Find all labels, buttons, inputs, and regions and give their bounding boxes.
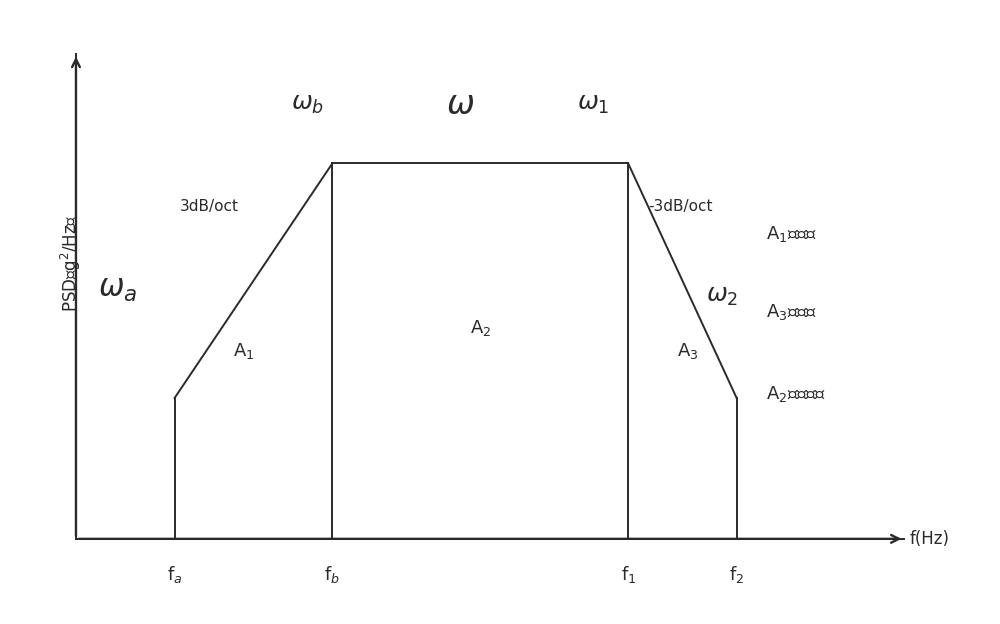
Text: f$_2$: f$_2$ (729, 563, 744, 585)
Text: $\omega$: $\omega$ (446, 89, 475, 120)
Text: A$_3$: A$_3$ (677, 341, 698, 361)
Text: $\omega_2$: $\omega_2$ (706, 285, 738, 308)
Text: f$_1$: f$_1$ (621, 563, 636, 585)
Text: A$_1$: A$_1$ (233, 341, 254, 361)
Text: A$_1$为升谱: A$_1$为升谱 (766, 224, 817, 244)
Text: $\omega_1$: $\omega_1$ (577, 93, 610, 116)
Text: f$_a$: f$_a$ (167, 563, 182, 585)
Text: f(Hz): f(Hz) (909, 530, 949, 548)
Text: f$_b$: f$_b$ (324, 563, 340, 585)
Text: A$_3$为降谱: A$_3$为降谱 (766, 302, 817, 322)
Text: $\omega_a$: $\omega_a$ (98, 273, 137, 304)
Text: PSD（g$^2$/Hz）: PSD（g$^2$/Hz） (59, 215, 83, 312)
Text: $\omega_b$: $\omega_b$ (291, 93, 324, 116)
Text: 3dB/oct: 3dB/oct (180, 199, 239, 214)
Text: A$_2$: A$_2$ (470, 318, 491, 338)
Text: A$_2$为平直谱: A$_2$为平直谱 (766, 384, 826, 404)
Text: -3dB/oct: -3dB/oct (648, 199, 712, 214)
